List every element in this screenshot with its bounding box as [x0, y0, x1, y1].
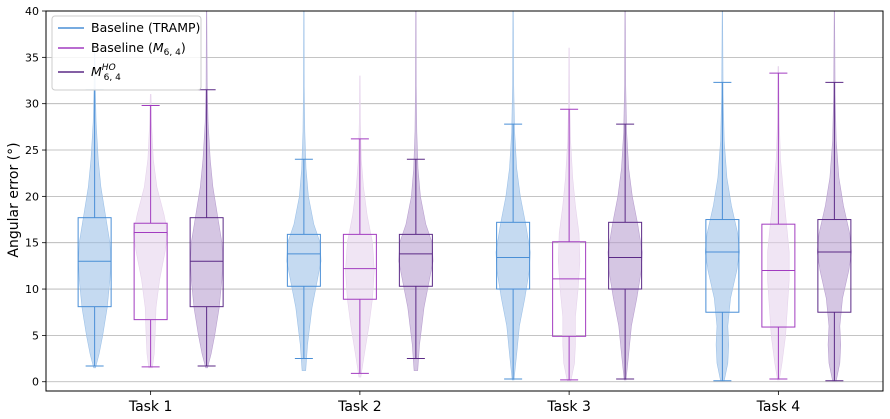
- box: [817, 219, 852, 313]
- box: [286, 233, 321, 287]
- legend-label-symbol: M: [91, 64, 102, 79]
- x-axis: Task 1 Task 2 Task 3 Task 4: [128, 391, 800, 415]
- legend-label: MHO 6, 4: [91, 63, 121, 83]
- y-tick-label: 10: [25, 283, 39, 296]
- legend-label: Baseline (TRAMP): [91, 20, 200, 35]
- box: [496, 221, 531, 290]
- box: [342, 233, 377, 300]
- legend-label-symbol: M: [153, 40, 164, 55]
- box: [705, 219, 740, 313]
- x-tick-label: Task 4: [756, 399, 801, 415]
- violin: [133, 94, 169, 369]
- x-tick-label: Task 1: [128, 399, 173, 415]
- y-tick-label: 20: [25, 190, 39, 203]
- box: [133, 222, 168, 321]
- box: [398, 233, 433, 287]
- y-tick-label: 35: [25, 51, 39, 64]
- y-tick-label: 30: [25, 98, 39, 111]
- box: [608, 221, 643, 290]
- box: [761, 223, 796, 328]
- legend-label-subscript: 6, 4: [164, 48, 181, 58]
- legend-label: Baseline (M6, 4): [91, 40, 186, 58]
- boxplots: [77, 72, 852, 382]
- legend-label-subscript: 6, 4: [104, 73, 121, 83]
- y-tick-label: 0: [32, 376, 39, 389]
- y-tick-label: 5: [32, 329, 39, 342]
- y-axis-title: Angular error (°): [6, 142, 22, 257]
- box: [552, 241, 587, 337]
- legend-label-close: ): [181, 40, 186, 55]
- legend-label-main: Baseline (TRAMP): [91, 20, 200, 35]
- x-tick-label: Task 3: [546, 399, 591, 415]
- legend: Baseline (TRAMP)Baseline (M6, 4)MHO 6, 4: [51, 15, 202, 91]
- box: [77, 217, 112, 308]
- y-tick-label: 40: [25, 5, 39, 18]
- legend-label-superscript: HO: [102, 63, 116, 73]
- legend-box: [51, 15, 202, 91]
- y-axis: 0 5 10 15 20 25 30 35 40: [25, 5, 46, 389]
- y-tick-label: 15: [25, 237, 39, 250]
- plot-frame: [45, 10, 884, 392]
- legend-label-main: Baseline (: [91, 40, 153, 55]
- x-tick-label: Task 2: [337, 399, 382, 415]
- box: [189, 217, 224, 308]
- y-tick-label: 25: [25, 144, 39, 157]
